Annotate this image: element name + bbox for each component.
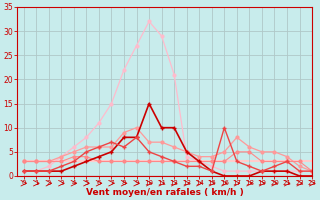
X-axis label: Vent moyen/en rafales ( km/h ): Vent moyen/en rafales ( km/h ) [86, 188, 244, 197]
